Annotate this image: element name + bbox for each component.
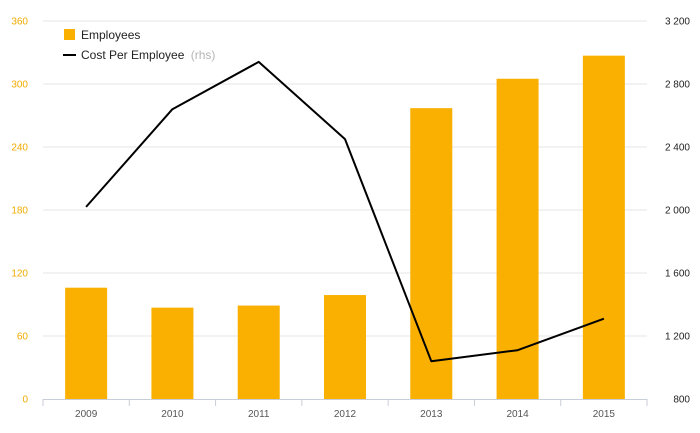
legend: Employees Cost Per Employee (rhs)	[63, 28, 215, 62]
y-right-tick-label: 1 600	[665, 269, 690, 280]
x-tick-label: 2009	[75, 409, 98, 420]
y-left-tick-label: 300	[11, 80, 28, 91]
bar-employees	[324, 295, 366, 399]
y-right-tick-label: 2 000	[665, 206, 690, 217]
legend-swatch-employees	[64, 29, 75, 40]
y-left-tick-label: 0	[22, 395, 28, 406]
line-series	[85, 60, 605, 363]
legend-label-cost-per-employee-name: Cost Per Employee	[81, 48, 185, 62]
bar-employees	[151, 307, 194, 399]
bar-employees	[410, 108, 453, 400]
y-right-tick-label: 2 800	[665, 80, 690, 91]
legend-label-cost-per-employee: Cost Per Employee (rhs)	[81, 48, 215, 62]
bar-employees	[65, 287, 108, 399]
y-left-tick-label: 240	[11, 143, 28, 154]
y-left-tick-label: 360	[11, 17, 28, 28]
x-tick-label: 2014	[506, 409, 529, 420]
x-tick-label: 2015	[593, 409, 616, 420]
line-cost-per-employee	[85, 60, 605, 363]
bar-employees	[582, 55, 625, 400]
legend-label-employees: Employees	[81, 28, 140, 42]
bar-employees	[237, 305, 280, 399]
y-right-tick-label: 2 400	[665, 143, 690, 154]
x-tick-label: 2013	[420, 409, 443, 420]
x-tick-label: 2010	[161, 409, 184, 420]
y-right-tick-label: 1 200	[665, 332, 690, 343]
y-left-tick-label: 180	[11, 206, 28, 217]
bars	[65, 55, 625, 400]
y-right-tick-label: 800	[673, 395, 690, 406]
gridlines	[43, 20, 647, 337]
axes: 0 60 120 180 240 300 360 800 1 200 1 600 2 000 2 40…	[11, 17, 690, 421]
legend-label-rhs: (rhs)	[191, 48, 216, 62]
x-tick-label: 2011	[248, 409, 270, 420]
y-right-tick-label: 3 200	[665, 17, 690, 28]
y-left-tick-label: 60	[17, 332, 29, 343]
x-tick-label: 2012	[334, 409, 357, 420]
y-left-tick-label: 120	[11, 269, 28, 280]
